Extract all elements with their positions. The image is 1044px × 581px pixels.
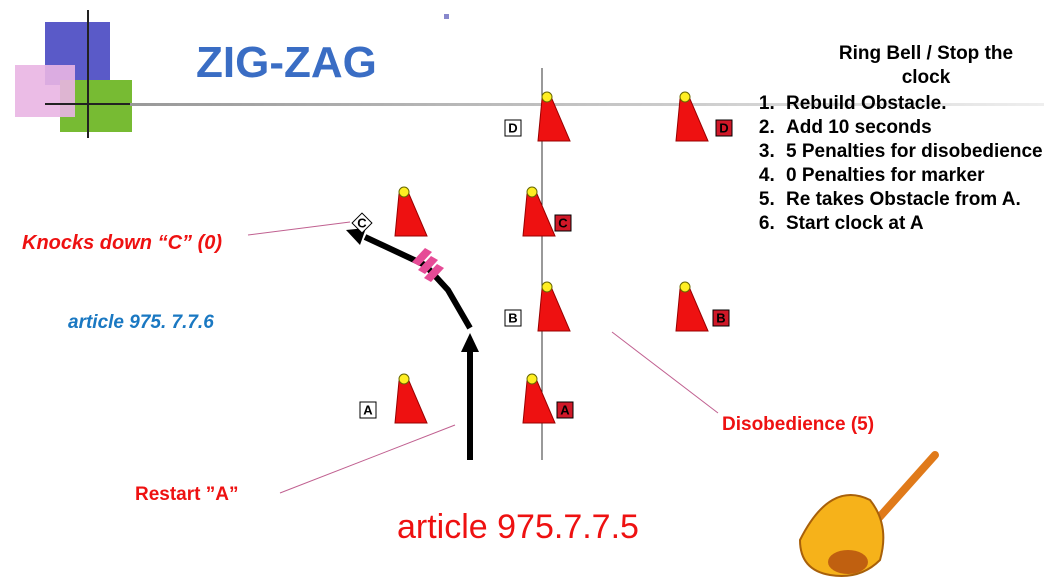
cone-label: B	[716, 310, 725, 325]
cone: A	[523, 374, 573, 423]
slide: A C D C B A D B ZIG-ZAG Ring Bell / Stop the cl…	[0, 0, 1044, 581]
instructions-list: Rebuild Obstacle.Add 10 seconds5 Penalti…	[740, 92, 1044, 236]
annotation: Disobedience (5)	[722, 414, 874, 436]
annotation: article 975. 7.7.6	[68, 312, 214, 334]
cone-label: B	[508, 310, 517, 325]
annotation: Restart ”A”	[135, 484, 238, 506]
instruction-step: 5 Penalties for disobedience “B”	[780, 140, 1044, 164]
logo-square	[15, 65, 75, 117]
annotation: article 975.7.7.5	[397, 508, 639, 547]
instruction-step: 0 Penalties for marker	[780, 164, 1044, 188]
cone: C	[352, 187, 427, 236]
pointers	[248, 222, 718, 493]
cone: D	[676, 92, 732, 141]
cone: C	[523, 187, 571, 236]
annotation: Knocks down “C” (0)	[22, 230, 262, 256]
instruction-step: Re takes Obstacle from A.	[780, 188, 1044, 212]
title: ZIG-ZAG	[196, 38, 377, 88]
cone: B	[676, 282, 729, 331]
instruction-step: Rebuild Obstacle.	[780, 92, 1044, 116]
cone-label: C	[357, 215, 367, 230]
cone-label: A	[560, 402, 570, 417]
cone-label: A	[363, 402, 373, 417]
cone: D	[505, 92, 570, 141]
dot	[444, 14, 449, 19]
instruction-step: Add 10 seconds	[780, 116, 1044, 140]
path-arrows	[346, 228, 479, 460]
instructions-heading: Ring Bell / Stop the clock	[826, 42, 1026, 90]
cone-label: D	[508, 120, 517, 135]
cone-label: C	[558, 215, 568, 230]
cone: B	[505, 282, 570, 331]
cone: A	[360, 374, 427, 423]
instruction-step: Start clock at A	[780, 212, 1044, 236]
cone-label: D	[719, 120, 728, 135]
bell-icon	[800, 455, 935, 576]
